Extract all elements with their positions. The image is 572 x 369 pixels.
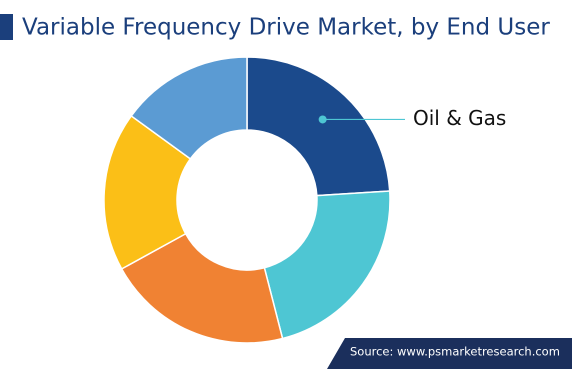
segment-label: Oil & Gas (413, 106, 506, 130)
donut-segment (130, 56, 248, 160)
leader-dot (318, 115, 327, 124)
donut-segment (120, 232, 284, 344)
donut-segment (103, 114, 192, 270)
source: Source: www.psmarketresearch.com (350, 345, 560, 359)
source-box (327, 338, 572, 369)
title-marker (0, 14, 13, 40)
chart-title: Variable Frequency Drive Market, by End … (22, 15, 550, 41)
donut-segment (246, 56, 391, 197)
donut-segment (263, 190, 391, 340)
